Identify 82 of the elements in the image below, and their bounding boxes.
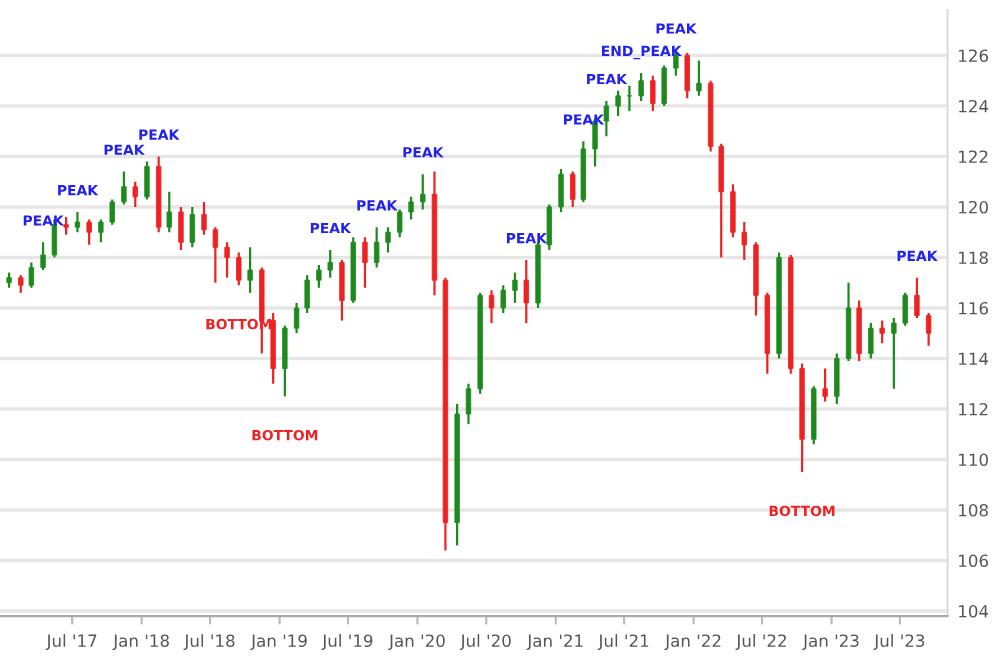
candlestick (879, 319, 885, 345)
x-tick-label: Jan '23 (802, 634, 859, 651)
candlestick (891, 316, 897, 390)
candlestick (109, 198, 115, 226)
candlestick (834, 352, 840, 406)
y-tick-label: 112 (959, 402, 988, 416)
candlestick (696, 59, 702, 97)
candlestick (224, 241, 230, 279)
candlestick (201, 200, 207, 236)
candlestick (40, 241, 46, 272)
candlestick (661, 64, 667, 108)
candlestick (373, 226, 380, 269)
y-tick-label: 118 (959, 251, 988, 265)
x-tick-label: Jul '20 (459, 634, 511, 651)
candlestick (925, 311, 932, 347)
y-tick-label: 120 (959, 200, 988, 214)
candlestick (385, 226, 391, 254)
y-tick-label: 124 (959, 99, 989, 113)
x-tick-label: Jul '21 (597, 634, 649, 651)
x-tick-label: Jul '22 (735, 634, 786, 651)
candlestick (420, 173, 426, 211)
candlestick (570, 170, 576, 209)
y-tick-label: 104 (959, 604, 989, 618)
x-tick-label: Jan '22 (664, 634, 721, 651)
x-tick-label: Jan '18 (112, 634, 169, 651)
candlestick (86, 218, 92, 246)
candlestick (132, 180, 138, 209)
candlestick (121, 170, 127, 206)
candlestick (304, 274, 310, 315)
candlestick (730, 183, 736, 239)
candlestick (914, 276, 920, 320)
x-tick-label: Jan '20 (388, 634, 445, 651)
candlestick (212, 226, 219, 284)
x-tick-label: Jan '19 (250, 634, 307, 651)
candlestick (546, 203, 553, 251)
candlestick (293, 301, 300, 335)
candlestick (189, 205, 195, 249)
candlestick (408, 195, 414, 221)
candlestick (282, 324, 288, 398)
candlestick (741, 221, 747, 262)
y-tick-label: 126 (959, 49, 988, 63)
candlestick (465, 382, 472, 426)
x-tick-label: Jan '21 (526, 634, 583, 651)
candlestick (270, 311, 276, 385)
candlestick (362, 236, 368, 289)
x-tick-label: Jul '19 (321, 634, 373, 651)
candlestick (512, 271, 518, 305)
candlestick (98, 218, 104, 244)
candlestick (28, 261, 35, 289)
candlestick (902, 291, 908, 327)
candlestick (144, 160, 150, 201)
candlestick (488, 289, 495, 325)
x-tick-label: Jul '23 (873, 634, 925, 651)
y-tick-label: 114 (959, 352, 989, 365)
candlestick (650, 74, 656, 113)
y-tick-label: 116 (959, 301, 988, 315)
candlestick (236, 251, 242, 287)
candlestick (684, 51, 690, 100)
candlestick (856, 299, 862, 363)
candlestick (868, 322, 874, 360)
x-tick-label: Jul '18 (183, 634, 235, 651)
candlestick (615, 89, 621, 118)
candlestick (558, 167, 564, 214)
candlestick (166, 190, 172, 234)
candlestick (500, 284, 506, 315)
candlestick (397, 208, 403, 239)
y-tick-label: 122 (959, 150, 988, 163)
candlestick (247, 246, 253, 294)
y-tick-label: 108 (959, 503, 988, 517)
candlestick (523, 258, 529, 325)
candlestick (178, 205, 184, 251)
y-tick-label: 106 (959, 554, 988, 568)
candlestick (638, 72, 644, 103)
candlestick (339, 258, 345, 322)
candlestick (603, 99, 610, 138)
candlestick (316, 263, 322, 289)
y-tick-label: 110 (959, 453, 988, 467)
x-tick-label: Jul '17 (45, 634, 97, 651)
candlestick (822, 367, 828, 403)
candlestick (718, 142, 724, 259)
candlestick (327, 248, 333, 279)
candlestick (74, 210, 81, 234)
